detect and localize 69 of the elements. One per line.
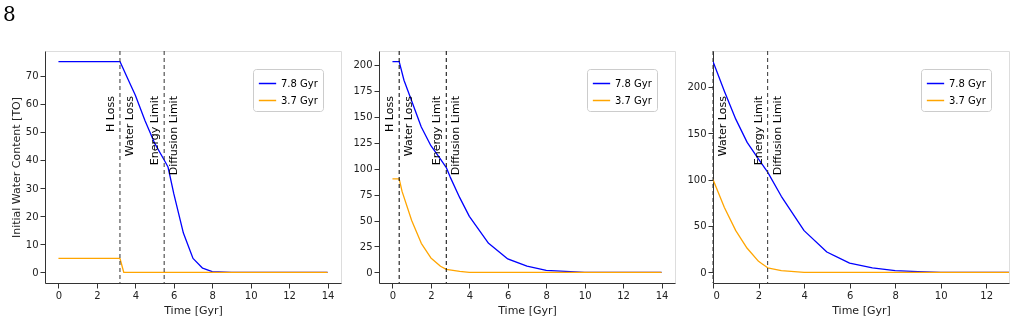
ref-line-label: Water Loss xyxy=(716,95,729,157)
y-tick-label: 200 xyxy=(687,81,707,93)
x-tick-label: 0 xyxy=(55,289,63,301)
y-tick-label: 0 xyxy=(700,266,707,278)
y-tick-label: 125 xyxy=(353,137,373,149)
x-tick-label: 0 xyxy=(389,289,397,301)
legend-label: 7.8 Gyr xyxy=(281,77,319,89)
x-tick-label: 4 xyxy=(466,289,474,301)
annotation: Diffusion Limit xyxy=(770,95,784,176)
x-axis-title: Time [Gyr] xyxy=(163,303,223,317)
y-tick-label: 10 xyxy=(25,238,39,250)
annotation: Water Loss xyxy=(122,95,136,157)
y-tick-label: 40 xyxy=(25,154,39,166)
x-tick-label: 6 xyxy=(505,289,512,301)
text: 8 xyxy=(3,2,16,26)
x-tick-label: 2 xyxy=(755,289,763,301)
x-tick-label: 14 xyxy=(655,289,669,301)
x-tick-label: 8 xyxy=(543,289,550,301)
y-tick-label: 50 xyxy=(693,220,707,232)
y-tick-label: 60 xyxy=(25,98,39,110)
x-tick-label: 4 xyxy=(132,289,140,301)
y-tick-label: 175 xyxy=(353,85,373,97)
y-tick-label: 100 xyxy=(353,163,373,175)
x-tick-label: 12 xyxy=(617,289,630,301)
ref-line-label: Energy Limit xyxy=(751,95,765,166)
x-tick-label: 6 xyxy=(171,289,178,301)
y-tick-label: 150 xyxy=(353,111,373,123)
x-tick-label: 4 xyxy=(801,289,808,301)
x-tick-label: 8 xyxy=(892,289,899,301)
x-tick-label: 10 xyxy=(244,289,258,301)
y-tick-label: 200 xyxy=(353,59,373,71)
ref-line-label: Energy Limit xyxy=(148,95,162,166)
y-tick-label: 50 xyxy=(359,215,373,227)
x-axis-title: Time [Gyr] xyxy=(831,303,891,317)
x-tick-label: 10 xyxy=(578,289,592,301)
x-tick-label: 0 xyxy=(713,289,720,301)
legend-label: 7.8 Gyr xyxy=(615,77,653,89)
x-axis-title: Time [Gyr] xyxy=(497,303,557,317)
x-tick-label: 6 xyxy=(846,289,854,301)
y-tick-label: 30 xyxy=(25,182,39,194)
y-tick-label: 0 xyxy=(366,266,373,278)
line-series xyxy=(391,178,663,274)
y-tick-label: 50 xyxy=(25,126,39,138)
annotation: Diffusion Limit xyxy=(449,95,463,176)
annotation: Water Loss xyxy=(402,95,416,157)
legend-label: 3.7 Gyr xyxy=(281,94,319,106)
y-tick-label: 0 xyxy=(32,266,39,278)
ref-line-label: H Loss xyxy=(103,95,117,132)
x-tick-label: 2 xyxy=(94,289,101,301)
legend-label: 3.7 Gyr xyxy=(949,94,987,106)
legend-label: 3.7 Gyr xyxy=(615,94,653,106)
x-tick-label: 12 xyxy=(980,289,994,301)
y-tick-label: 25 xyxy=(359,240,373,252)
line-series xyxy=(713,178,1009,274)
y-tick-label: 100 xyxy=(687,174,707,186)
x-tick-label: 14 xyxy=(321,289,335,301)
y-tick-label: 75 xyxy=(359,189,373,201)
x-tick-label: 12 xyxy=(283,289,296,301)
y-tick-label: 150 xyxy=(687,127,707,139)
ref-line-label: H Loss xyxy=(383,95,397,132)
y-axis-title: Initial Water Content [TO] xyxy=(9,96,23,239)
annotation: Diffusion Limit xyxy=(167,95,181,176)
x-tick-label: 10 xyxy=(934,289,948,301)
ref-line-label: Energy Limit xyxy=(430,95,444,166)
legend-label: 7.8 Gyr xyxy=(949,77,987,89)
x-tick-label: 8 xyxy=(209,289,216,301)
y-tick-label: 20 xyxy=(25,210,39,222)
y-tick-label: 70 xyxy=(25,70,39,82)
x-tick-label: 2 xyxy=(428,289,435,301)
